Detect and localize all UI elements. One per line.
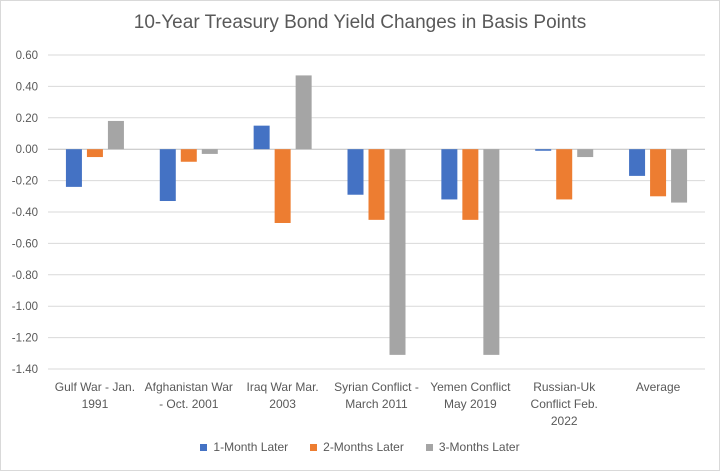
legend-swatch [425, 443, 433, 451]
x-tick-label: May 2019 [444, 397, 497, 411]
legend-item-1-month: 1-Month Later [200, 440, 288, 454]
legend-label: 2-Months Later [323, 440, 404, 454]
y-tick-label: -0.80 [12, 270, 38, 282]
bar [483, 149, 500, 355]
y-tick-label: 0.40 [16, 81, 38, 93]
x-tick-label: 2003 [269, 397, 296, 411]
x-tick-label: 2022 [551, 414, 578, 428]
legend-swatch [310, 443, 318, 451]
bar [253, 125, 270, 150]
y-tick-label: -0.20 [12, 176, 38, 188]
bar [462, 149, 479, 220]
x-tick-label: Gulf War - Jan. [55, 380, 135, 394]
legend-swatch [200, 443, 208, 451]
bar [65, 149, 82, 187]
legend-item-3-months: 3-Months Later [425, 440, 520, 454]
y-tick-label: -0.60 [12, 238, 38, 250]
bar [180, 149, 197, 162]
chart-title: 10-Year Treasury Bond Yield Changes in B… [133, 12, 587, 33]
x-tick-label: March 2011 [345, 397, 408, 411]
bar [389, 149, 406, 355]
bar [274, 149, 291, 223]
x-tick-label: Russian-Uk [533, 380, 596, 394]
x-tick-label: Iraq War Mar. [247, 380, 319, 394]
x-tick-label: Afghanistan War [145, 380, 233, 394]
y-tick-label: -0.40 [12, 207, 38, 219]
bar [368, 149, 385, 220]
x-tick-label: Yemen Conflict [430, 380, 511, 394]
x-tick-label: Conflict Feb. [531, 397, 598, 411]
bar [159, 149, 176, 202]
bar [671, 149, 688, 203]
bar [650, 149, 667, 197]
bar [556, 149, 573, 200]
x-tick-label: 1991 [82, 397, 109, 411]
y-tick-label: 0.00 [16, 144, 38, 156]
y-tick-label: -1.00 [12, 301, 38, 313]
y-tick-label: 0.20 [16, 113, 38, 125]
bar [629, 149, 646, 176]
bar [577, 149, 594, 158]
bar [201, 149, 218, 154]
y-tick-label: 0.60 [16, 50, 38, 62]
chart-legend: 1-Month Later 2-Months Later 3-Months La… [0, 440, 720, 454]
y-tick-label: -1.40 [12, 364, 38, 376]
legend-label: 1-Month Later [213, 440, 289, 454]
bar [441, 149, 458, 200]
y-tick-label: -1.20 [12, 333, 38, 345]
x-tick-label: Syrian Conflict - [334, 380, 419, 394]
legend-label: 3-Months Later [438, 440, 520, 454]
x-tick-label: Average [636, 380, 681, 394]
bar [107, 120, 124, 150]
bar [347, 149, 364, 195]
bar [86, 149, 103, 158]
legend-item-2-months: 2-Months Later [310, 440, 404, 454]
bar [535, 149, 552, 151]
bar [295, 75, 312, 150]
x-tick-label: - Oct. 2001 [159, 397, 219, 411]
